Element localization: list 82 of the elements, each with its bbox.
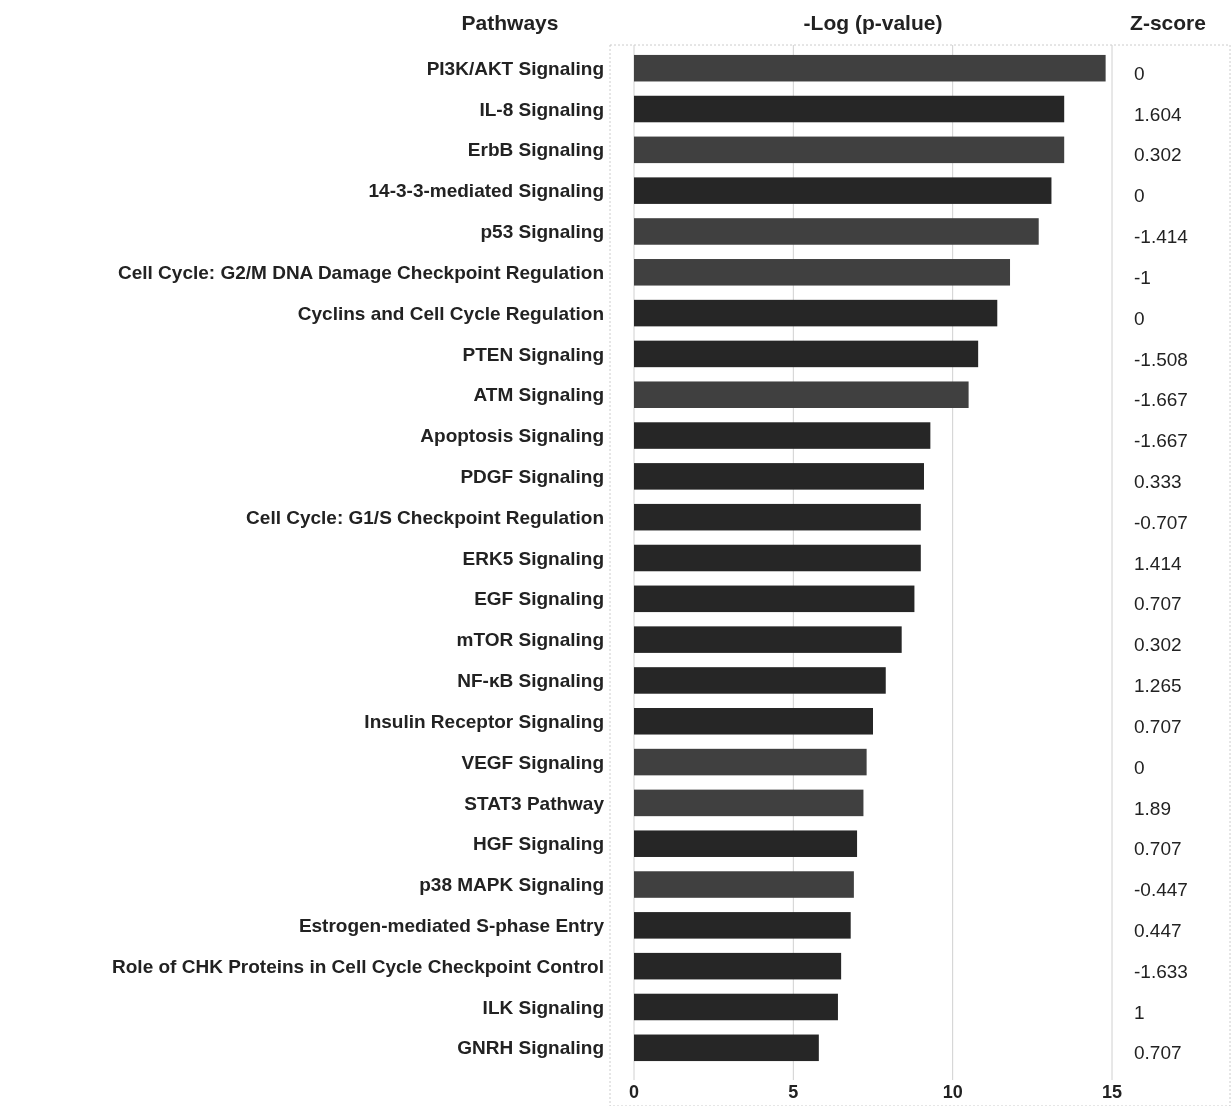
y-tick-label: ILK Signaling (482, 996, 604, 1018)
y-tick-label: GNRH Signaling (457, 1037, 604, 1059)
y-tick-label: Cyclins and Cell Cycle Regulation (297, 302, 604, 324)
y-tick-label: mTOR Signaling (456, 629, 604, 651)
y-tick-label: p53 Signaling (480, 221, 604, 243)
x-tick-label: 0 (628, 1082, 640, 1102)
bar (634, 503, 921, 531)
x-axis-title: -Log (p-value) (803, 11, 943, 34)
text: 1.604 (1134, 103, 1182, 125)
text: 0.447 (1134, 920, 1182, 941)
y-tick-label: p38 MAPK Signaling (419, 874, 604, 896)
bar (634, 708, 873, 735)
y-tick-label: PDGF Signaling (460, 466, 604, 488)
text: 1.414 (1134, 552, 1182, 574)
text: -0.707 (1134, 511, 1188, 533)
y-tick-label: 14-3-3-mediated Signaling (368, 180, 604, 202)
bar (634, 1034, 819, 1062)
text: -1.667 (1134, 389, 1188, 411)
text: 0.707 (1134, 715, 1182, 737)
x-tick-label: 10 (942, 1082, 963, 1102)
text: 1 (1134, 1001, 1145, 1023)
bar (634, 871, 854, 898)
y-axis-title: Pathways (461, 11, 559, 34)
text: 0.333 (1134, 471, 1182, 493)
y-tick-label: EGF Signaling (474, 588, 604, 610)
y-tick-label: ERK5 Signaling (462, 547, 604, 569)
text: -1.667 (1134, 430, 1188, 452)
text: 0.707 (1134, 1042, 1182, 1064)
bar (634, 381, 969, 408)
bar (634, 299, 998, 327)
bar (634, 993, 838, 1021)
text: -1.414 (1134, 226, 1189, 248)
y-tick-label: IL-8 Signaling (479, 98, 604, 120)
y-tick-label: HGF Signaling (473, 833, 604, 855)
y-tick-label: PI3K/AKT Signaling (426, 57, 604, 79)
y-tick-label: Estrogen-mediated S-phase Entry (298, 915, 605, 936)
bar (634, 667, 886, 694)
y-tick-label: ErbB Signaling (467, 139, 604, 161)
x-tick-label: 5 (788, 1082, 799, 1102)
text: 1.89 (1134, 797, 1171, 819)
text: 0 (1134, 62, 1145, 84)
text: 0 (1134, 185, 1145, 207)
y-tick-label: NF-κB Signaling (457, 670, 604, 692)
y-tick-label: Apoptosis Signaling (420, 425, 604, 447)
bar (634, 789, 864, 817)
text: 0.707 (1134, 593, 1182, 615)
bar (634, 830, 858, 857)
bar (634, 177, 1052, 204)
y-tick-label: STAT3 Pathway (464, 792, 605, 814)
text: 0.302 (1134, 634, 1182, 656)
bar (634, 340, 979, 368)
y-tick-label: VEGF Signaling (461, 751, 604, 773)
text: -1.508 (1134, 348, 1188, 370)
y-tick-label: Insulin Receptor Signaling (364, 710, 604, 732)
bar (634, 626, 902, 653)
text: -0.447 (1134, 879, 1188, 901)
bar (634, 585, 915, 613)
bar (634, 748, 867, 776)
text: 0.707 (1134, 838, 1182, 860)
bar (634, 912, 851, 939)
text: -1 (1134, 266, 1151, 288)
text: Z-score (1130, 11, 1206, 34)
text: 0 (1134, 756, 1145, 778)
text: 0.302 (1134, 144, 1182, 166)
text: -1.633 (1134, 960, 1188, 982)
text: 0 (1134, 307, 1145, 329)
y-tick-label: Role of CHK Proteins in Cell Cycle Checkpoint Control (112, 955, 604, 977)
bar (634, 136, 1065, 164)
bar (634, 422, 931, 449)
x-tick-label: 15 (1101, 1082, 1123, 1102)
text: 1.265 (1134, 675, 1182, 697)
y-tick-label: Cell Cycle: G2/M DNA Damage Checkpoint Regulation (118, 261, 604, 283)
bar (634, 218, 1039, 245)
bar (634, 952, 842, 980)
bar (634, 54, 1106, 82)
y-tick-label: ATM Signaling (473, 384, 604, 406)
bar (634, 259, 1011, 286)
bar (634, 544, 921, 572)
y-tick-label: PTEN Signaling (462, 343, 604, 365)
bar (634, 95, 1065, 123)
bar (634, 463, 924, 490)
y-tick-label: Cell Cycle: G1/S Checkpoint Regulation (246, 506, 604, 528)
